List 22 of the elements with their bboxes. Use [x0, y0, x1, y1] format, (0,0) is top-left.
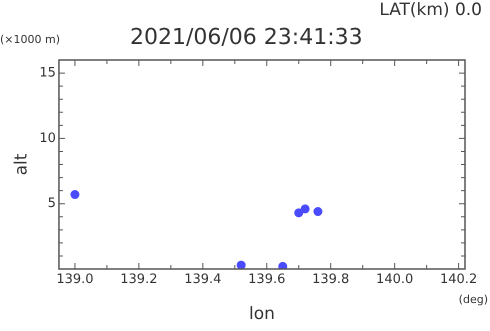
- y-tick-label: 5: [48, 196, 56, 212]
- x-tick-label: 140.0: [376, 272, 414, 288]
- x-tick-label: 139.8: [312, 272, 350, 288]
- point: [70, 190, 80, 200]
- point: [313, 207, 322, 216]
- chart-subtitle: LAT(km) 0.0: [379, 0, 482, 20]
- x-axis-title: lon: [249, 304, 275, 324]
- y-axis-title: alt: [12, 153, 32, 176]
- point: [278, 262, 288, 269]
- text: (deg): [458, 293, 488, 306]
- x-tick-label: 139.6: [248, 272, 286, 288]
- x-tick-label: 140.2: [440, 272, 478, 288]
- chart-title: 2021/06/06 23:41:33: [130, 25, 363, 50]
- point: [236, 260, 246, 269]
- x-tick-label: 139.2: [120, 272, 158, 288]
- point: [294, 208, 304, 218]
- x-tick-label: 139.0: [56, 272, 94, 288]
- y-tick-label: 15: [39, 65, 56, 80]
- point: [300, 204, 310, 214]
- y-tick-label: 10: [39, 130, 56, 146]
- text: (×1000 m): [0, 33, 60, 46]
- x-tick-label: 139.4: [184, 272, 222, 288]
